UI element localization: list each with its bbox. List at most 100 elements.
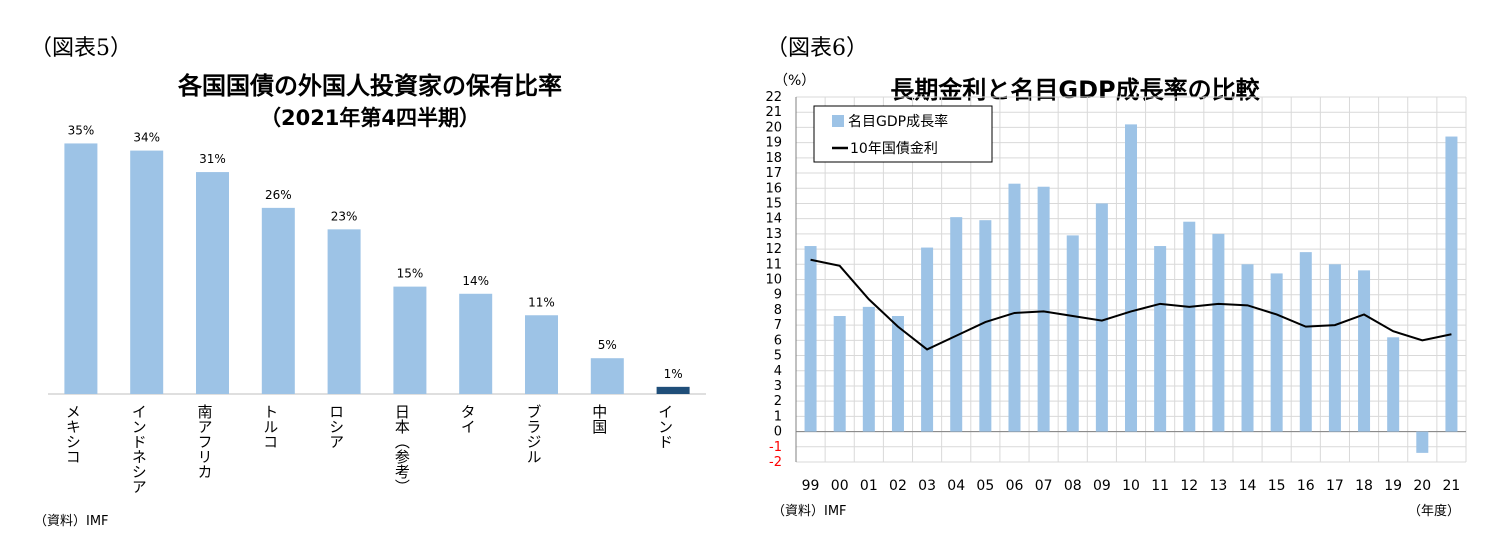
x-tick-label-1: 00 bbox=[831, 478, 849, 494]
y-tick-label-11: 9 bbox=[774, 288, 782, 303]
x-tick-label-10: 09 bbox=[1093, 478, 1111, 494]
x-tick-label-15: 14 bbox=[1239, 478, 1257, 494]
y-tick-label-14: 12 bbox=[765, 242, 782, 257]
gdp-bar-4 bbox=[921, 247, 934, 432]
y-tick-label-1: -1 bbox=[769, 440, 782, 455]
x-tick-label-9: 08 bbox=[1064, 478, 1082, 494]
gdp-bar-5 bbox=[950, 217, 963, 432]
y-tick-label-24: 22 bbox=[765, 90, 782, 105]
bar-value-label-0: 35% bbox=[68, 123, 95, 137]
x-tick-label-12: 11 bbox=[1151, 478, 1169, 494]
x-tick-label-19: 18 bbox=[1355, 478, 1373, 494]
category-label-5: 日本（参考） bbox=[393, 404, 411, 494]
gdp-bar-6 bbox=[979, 220, 992, 432]
y-tick-label-17: 15 bbox=[765, 196, 782, 211]
bar-value-label-3: 26% bbox=[265, 188, 292, 202]
bar-value-label-7: 11% bbox=[528, 295, 555, 309]
right-combo-chart: -2-1012345678910111213141516171819202122… bbox=[765, 90, 1467, 494]
gdp-bar-9 bbox=[1066, 235, 1079, 432]
x-tick-label-17: 16 bbox=[1297, 478, 1315, 494]
bar-7 bbox=[525, 315, 558, 394]
y-tick-label-10: 8 bbox=[774, 303, 782, 318]
left-figure-label: （図表5） bbox=[30, 36, 132, 61]
legend-swatch-bar bbox=[832, 115, 844, 127]
x-tick-label-0: 99 bbox=[802, 478, 820, 494]
y-tick-label-5: 3 bbox=[774, 379, 782, 394]
x-tick-label-8: 07 bbox=[1035, 478, 1053, 494]
bar-9 bbox=[656, 386, 690, 394]
x-tick-label-7: 06 bbox=[1006, 478, 1024, 494]
y-tick-label-19: 17 bbox=[765, 166, 782, 181]
right-source-note: （資料）IMF bbox=[772, 504, 847, 519]
y-tick-label-20: 18 bbox=[765, 151, 782, 166]
x-tick-label-13: 12 bbox=[1180, 478, 1198, 494]
x-tick-label-16: 15 bbox=[1268, 478, 1286, 494]
bar-8 bbox=[590, 358, 624, 394]
y-tick-label-0: -2 bbox=[769, 455, 782, 470]
y-tick-label-12: 10 bbox=[765, 273, 782, 288]
bar-0 bbox=[64, 143, 98, 394]
gdp-bar-7 bbox=[1008, 183, 1021, 432]
gdp-bar-15 bbox=[1241, 264, 1254, 432]
gdp-bar-11 bbox=[1125, 124, 1137, 432]
gdp-bar-12 bbox=[1154, 246, 1167, 432]
right-year-unit-label: （年度） bbox=[1408, 504, 1461, 519]
x-tick-label-6: 05 bbox=[976, 478, 994, 494]
y-tick-label-21: 19 bbox=[765, 136, 782, 151]
bar-6 bbox=[459, 293, 493, 394]
gdp-bar-18 bbox=[1328, 264, 1341, 432]
x-tick-label-21: 20 bbox=[1413, 478, 1431, 494]
category-label-9: インド bbox=[656, 404, 674, 449]
x-tick-label-18: 17 bbox=[1326, 478, 1344, 494]
gdp-bar-2 bbox=[862, 306, 875, 432]
y-tick-label-13: 11 bbox=[765, 257, 782, 272]
gdp-bar-1 bbox=[833, 316, 846, 432]
right-chart-title: 長期金利と名目GDP成長率の比較 bbox=[890, 76, 1260, 104]
x-tick-label-2: 01 bbox=[860, 478, 878, 494]
gdp-bar-20 bbox=[1387, 337, 1400, 432]
x-tick-label-14: 13 bbox=[1209, 478, 1227, 494]
y-tick-label-8: 6 bbox=[774, 333, 782, 348]
bar-value-label-2: 31% bbox=[199, 152, 226, 166]
y-tick-label-18: 16 bbox=[765, 181, 782, 196]
y-tick-label-6: 4 bbox=[774, 364, 782, 379]
bar-value-label-1: 34% bbox=[133, 131, 160, 145]
y-tick-label-22: 20 bbox=[765, 120, 782, 135]
y-tick-label-23: 21 bbox=[765, 105, 782, 120]
category-label-0: メキシコ bbox=[64, 404, 82, 464]
category-label-1: インドネシア bbox=[130, 404, 148, 494]
gdp-bar-22 bbox=[1445, 136, 1458, 432]
bar-value-label-6: 14% bbox=[462, 274, 489, 288]
x-tick-label-22: 21 bbox=[1443, 478, 1461, 494]
left-source-note: （資料）IMF bbox=[34, 514, 109, 529]
x-tick-label-3: 02 bbox=[889, 478, 907, 494]
left-chart-panel: （図表5） 各国国債の外国人投資家の保有比率 （2021年第4四半期） 35% メ… bbox=[0, 0, 740, 558]
bar-value-label-8: 5% bbox=[598, 338, 617, 352]
bar-value-label-9: 1% bbox=[664, 367, 683, 381]
bar-value-label-4: 23% bbox=[331, 209, 358, 223]
gdp-bar-10 bbox=[1095, 203, 1108, 432]
y-tick-label-4: 2 bbox=[774, 394, 782, 409]
gdp-bar-3 bbox=[891, 316, 904, 432]
bar-2 bbox=[196, 172, 229, 394]
right-unit-label: （%） bbox=[774, 73, 816, 89]
gdp-bar-8 bbox=[1037, 186, 1050, 432]
right-figure-label: （図表6） bbox=[766, 36, 868, 61]
x-tick-label-20: 19 bbox=[1384, 478, 1402, 494]
gdp-bar-17 bbox=[1299, 252, 1312, 432]
category-label-6: タイ bbox=[459, 404, 477, 434]
gdp-bar-16 bbox=[1270, 273, 1283, 432]
bar-3 bbox=[261, 207, 295, 394]
category-label-8: 中国 bbox=[590, 404, 608, 434]
y-tick-label-2: 0 bbox=[774, 425, 782, 440]
category-label-2: 南アフリカ bbox=[196, 404, 214, 479]
bar-5 bbox=[393, 286, 427, 394]
gdp-bar-21 bbox=[1416, 431, 1429, 453]
category-label-7: ブラジル bbox=[525, 404, 543, 464]
legend-label-bar: 名目GDP成長率 bbox=[848, 113, 948, 130]
gdp-bar-19 bbox=[1358, 270, 1371, 432]
y-tick-label-7: 5 bbox=[774, 349, 782, 364]
x-tick-label-4: 03 bbox=[918, 478, 936, 494]
bar-4 bbox=[327, 229, 361, 394]
bar-value-label-5: 15% bbox=[397, 267, 424, 281]
